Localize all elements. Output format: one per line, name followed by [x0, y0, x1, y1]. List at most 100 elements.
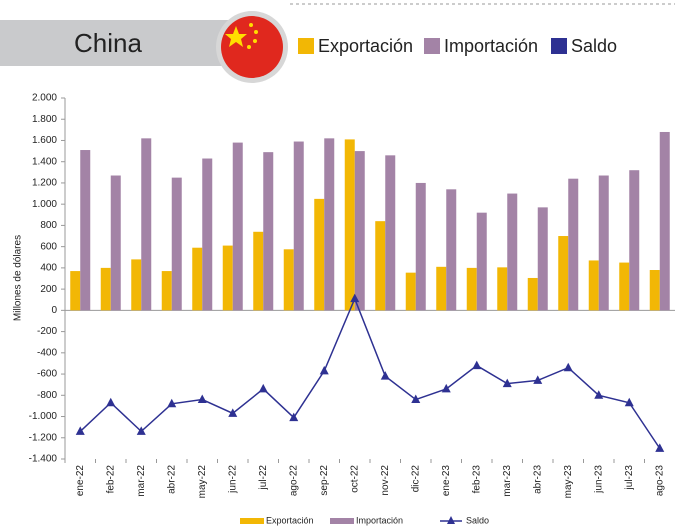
bar	[375, 221, 386, 311]
x-tick-label: ago-23	[654, 465, 665, 497]
page-title: China	[74, 28, 142, 58]
x-tick-label: jun-23	[593, 465, 604, 494]
legend-label: Importación	[356, 515, 403, 525]
bar	[293, 141, 304, 311]
marker	[502, 378, 512, 388]
bar	[161, 271, 172, 311]
y-axis-title: Millones de dólares	[13, 235, 24, 321]
x-tick-label: sep-22	[319, 465, 330, 496]
legend-swatch	[551, 38, 567, 54]
bar	[629, 170, 640, 311]
marker	[289, 412, 299, 422]
bar	[171, 177, 182, 311]
title-tab	[0, 20, 230, 66]
bar	[222, 245, 233, 311]
bar	[405, 272, 416, 311]
x-tick-label: ago-22	[288, 465, 299, 497]
y-tick-label: 200	[40, 284, 57, 295]
x-tick-label: jul-22	[258, 465, 269, 491]
legend-swatch	[330, 518, 354, 524]
bar	[100, 267, 111, 311]
bar	[263, 152, 274, 311]
bar	[415, 182, 426, 311]
bar	[476, 212, 487, 311]
y-tick-label: 2.000	[32, 93, 57, 104]
marker	[167, 398, 177, 408]
bar	[70, 271, 81, 311]
marker	[472, 360, 482, 370]
y-tick-label: -1.000	[29, 411, 58, 422]
bar	[232, 142, 243, 311]
bar	[253, 231, 264, 311]
x-tick-label: dic-22	[410, 465, 421, 493]
marker	[197, 394, 207, 404]
bar	[619, 262, 630, 311]
bar	[314, 198, 325, 311]
bar	[344, 139, 355, 311]
bar	[324, 138, 335, 311]
x-tick-label: feb-23	[471, 465, 482, 494]
x-tick-label: abr-22	[166, 465, 177, 494]
marker	[319, 365, 329, 375]
marker	[624, 397, 634, 407]
bar	[659, 131, 670, 311]
legend-label: Saldo	[571, 36, 617, 56]
bar	[385, 155, 396, 311]
bar	[466, 267, 477, 311]
marker	[380, 371, 390, 380]
x-tick-label: oct-22	[349, 465, 360, 493]
x-tick-label: feb-22	[105, 465, 116, 494]
bar	[202, 158, 213, 311]
y-tick-label: -1.400	[29, 454, 58, 465]
y-tick-label: 600	[40, 241, 57, 252]
x-tick-label: may-22	[197, 465, 208, 499]
flag	[216, 11, 288, 83]
bar	[507, 193, 518, 311]
bar	[598, 175, 609, 311]
marker	[258, 383, 268, 393]
x-tick-label: jun-22	[227, 465, 238, 494]
bar	[110, 175, 121, 311]
bar	[354, 151, 365, 311]
bar	[649, 270, 660, 311]
y-tick-label: -600	[37, 369, 57, 380]
bar	[568, 178, 579, 311]
y-tick-label: -400	[37, 347, 57, 358]
y-tick-label: 0	[51, 305, 57, 316]
marker	[106, 397, 116, 407]
legend-swatch	[424, 38, 440, 54]
marker	[441, 383, 451, 393]
legend-swatch	[447, 516, 455, 524]
x-tick-label: mar-23	[502, 465, 513, 497]
y-tick-label: 1.400	[32, 156, 57, 167]
x-tick-label: abr-23	[532, 465, 543, 494]
bar	[588, 260, 599, 311]
legend-label: Exportación	[318, 36, 413, 56]
bar	[537, 207, 548, 311]
bar	[283, 249, 294, 311]
marker	[655, 443, 665, 452]
marker	[136, 426, 146, 435]
marker	[594, 390, 604, 399]
bar	[446, 189, 457, 311]
y-tick-label: -1.200	[29, 432, 58, 443]
bar	[527, 277, 538, 311]
bar	[131, 259, 142, 311]
legend-label: Importación	[444, 36, 538, 56]
marker	[350, 293, 360, 303]
bar	[436, 266, 447, 311]
y-tick-label: 1.600	[32, 135, 57, 146]
marker	[228, 408, 238, 417]
marker	[563, 362, 573, 372]
x-tick-label: mar-22	[136, 465, 147, 497]
bar	[558, 236, 569, 311]
bar	[192, 247, 203, 311]
x-tick-label: jul-23	[624, 465, 635, 491]
y-tick-label: 1.200	[32, 178, 57, 189]
bar	[141, 138, 152, 311]
legend-swatch	[240, 518, 264, 524]
x-tick-label: nov-22	[380, 465, 391, 496]
marker	[533, 375, 543, 384]
x-tick-label: may-23	[563, 465, 574, 499]
